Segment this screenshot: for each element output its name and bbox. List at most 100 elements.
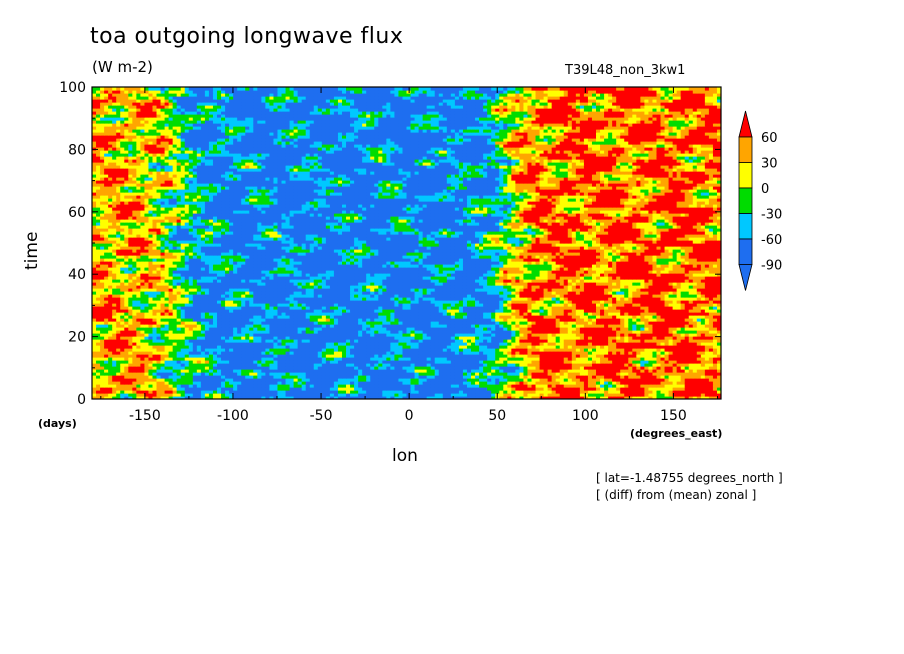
heatmap-cell <box>575 333 581 337</box>
heatmap-cell <box>362 396 367 399</box>
heatmap-cell <box>168 360 174 364</box>
heatmap-cell <box>539 393 545 397</box>
heatmap-cell <box>672 312 678 316</box>
heatmap-cell <box>313 309 319 313</box>
heatmap-cell <box>208 384 214 388</box>
heatmap-cell <box>241 366 246 370</box>
heatmap-cell <box>632 327 637 331</box>
heatmap-cell <box>652 309 658 313</box>
heatmap-cell <box>487 366 492 370</box>
heatmap-cell <box>128 348 133 352</box>
heatmap-cell <box>257 324 262 328</box>
heatmap-cell <box>555 348 561 352</box>
heatmap-cell <box>168 345 174 349</box>
heatmap-cell <box>200 378 206 382</box>
heatmap-cell <box>676 372 682 376</box>
heatmap-cell <box>200 333 206 337</box>
heatmap-cell <box>587 330 593 334</box>
heatmap-cell <box>503 381 508 385</box>
heatmap-cell <box>293 396 299 399</box>
heatmap-cell <box>402 315 408 319</box>
heatmap-cell <box>382 360 387 364</box>
heatmap-cell <box>575 366 581 370</box>
heatmap-cell <box>636 390 641 394</box>
heatmap-cell <box>539 330 545 334</box>
heatmap-cell <box>475 348 480 352</box>
heatmap-cell <box>329 321 335 325</box>
heatmap-cell <box>414 396 420 399</box>
heatmap-cell <box>668 339 674 343</box>
heatmap-cell <box>402 387 408 391</box>
heatmap-cell <box>176 345 182 349</box>
heatmap-cell <box>370 372 375 376</box>
heatmap-cell <box>479 330 484 334</box>
heatmap-cell <box>277 366 283 370</box>
heatmap-cell <box>317 351 323 355</box>
heatmap-cell <box>515 354 520 358</box>
heatmap-cell <box>628 354 633 358</box>
heatmap-cell <box>212 369 218 373</box>
heatmap-cell <box>636 342 641 346</box>
heatmap-cell <box>249 372 254 376</box>
heatmap-cell <box>354 357 359 361</box>
heatmap-cell <box>317 318 323 322</box>
heatmap-cell <box>575 369 581 373</box>
heatmap-cell <box>462 303 468 307</box>
heatmap-cell <box>680 327 686 331</box>
heatmap-cell <box>112 360 117 364</box>
heatmap-cell <box>458 303 464 307</box>
heatmap-cell <box>92 306 97 310</box>
heatmap-cell <box>616 351 621 355</box>
heatmap-cell <box>261 354 266 358</box>
heatmap-cell <box>321 327 327 331</box>
heatmap-cell <box>515 366 520 370</box>
heatmap-cell <box>237 375 242 379</box>
heatmap-cell <box>148 303 154 307</box>
heatmap-cell <box>668 360 674 364</box>
heatmap-cell <box>233 363 238 367</box>
heatmap-cell <box>281 387 287 391</box>
heatmap-cell <box>479 327 484 331</box>
heatmap-cell <box>269 360 275 364</box>
heatmap-cell <box>563 387 569 391</box>
heatmap-cell <box>148 369 154 373</box>
heatmap-cell <box>462 360 468 364</box>
heatmap-cell <box>458 390 464 394</box>
heatmap-cell <box>483 303 488 307</box>
heatmap-cell <box>410 369 416 373</box>
heatmap-cell <box>350 357 355 361</box>
heatmap-cell <box>531 363 537 367</box>
heatmap-cell <box>543 342 549 346</box>
heatmap-cell <box>515 333 520 337</box>
heatmap-cell <box>640 351 645 355</box>
heatmap-cell <box>104 321 109 325</box>
heatmap-cell <box>660 390 666 394</box>
heatmap-cell <box>450 348 456 352</box>
heatmap-cell <box>132 336 137 340</box>
heatmap-cell <box>668 318 674 322</box>
heatmap-cell <box>140 312 146 316</box>
heatmap-cell <box>112 375 117 379</box>
heatmap-cell <box>196 330 202 334</box>
heatmap-cell <box>333 396 339 399</box>
heatmap-cell <box>208 357 214 361</box>
heatmap-cell <box>156 354 162 358</box>
heatmap-cell <box>305 333 311 337</box>
heatmap-cell <box>450 303 456 307</box>
heatmap-cell <box>354 330 359 334</box>
heatmap-cell <box>116 372 121 376</box>
heatmap-cell <box>321 378 327 382</box>
heatmap-cell <box>551 384 557 388</box>
heatmap-cell <box>176 327 182 331</box>
heatmap-cell <box>229 360 234 364</box>
heatmap-cell <box>600 354 605 358</box>
heatmap-cell <box>692 327 698 331</box>
heatmap-cell <box>325 366 331 370</box>
heatmap-cell <box>277 342 283 346</box>
heatmap-cell <box>293 333 299 337</box>
heatmap-cell <box>265 375 271 379</box>
heatmap-cell <box>309 354 315 358</box>
heatmap-cell <box>394 336 400 340</box>
heatmap-cell <box>712 387 718 391</box>
heatmap-cell <box>700 396 706 399</box>
